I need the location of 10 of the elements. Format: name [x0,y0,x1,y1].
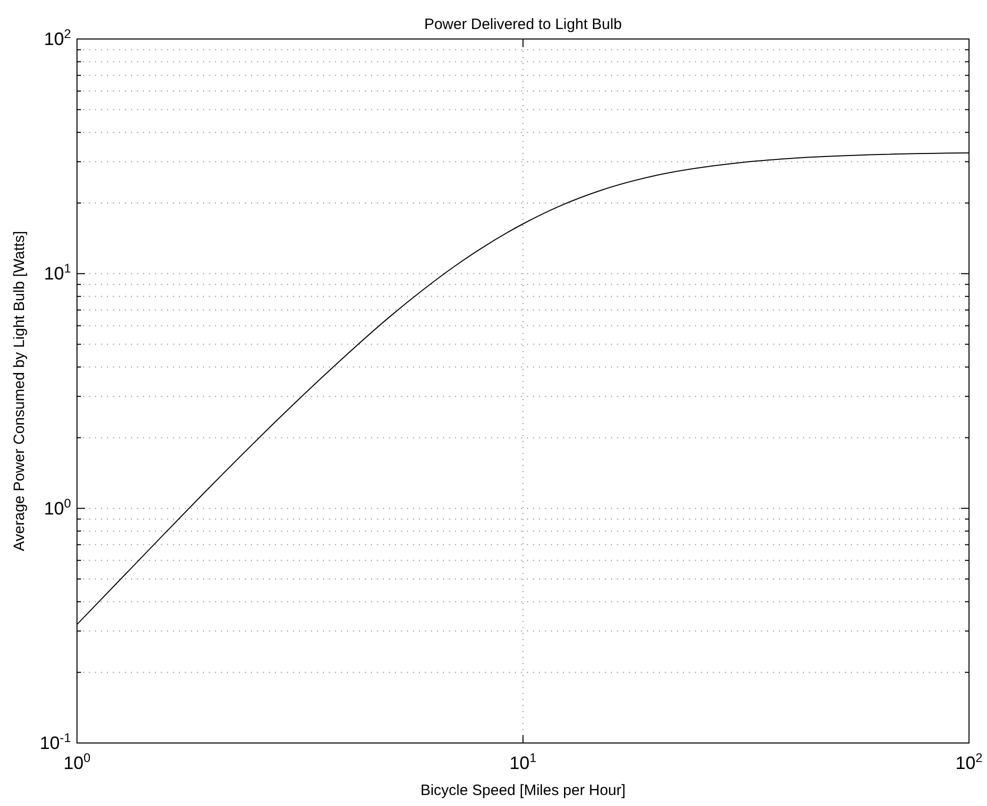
x-tick-label: 10$^{2}$ [955,751,983,773]
y-tick-label: 10$^{-1}$ [40,731,71,753]
y-tick-label: 10$^{2}$ [44,27,71,49]
y-axis-title: Average Power Consumed by Light Bulb [Watts] [11,230,28,552]
chart-title: Power Delivered to Light Bulb [424,16,622,33]
y-tick-label: 10$^{1}$ [44,262,71,284]
x-tick-label: 10$^{0}$ [63,751,91,773]
x-axis-title: Bicycle Speed [Miles per Hour] [420,782,626,799]
x-tick-label: 10$^{1}$ [509,751,537,773]
y-tick-label: 10$^{0}$ [44,496,71,518]
